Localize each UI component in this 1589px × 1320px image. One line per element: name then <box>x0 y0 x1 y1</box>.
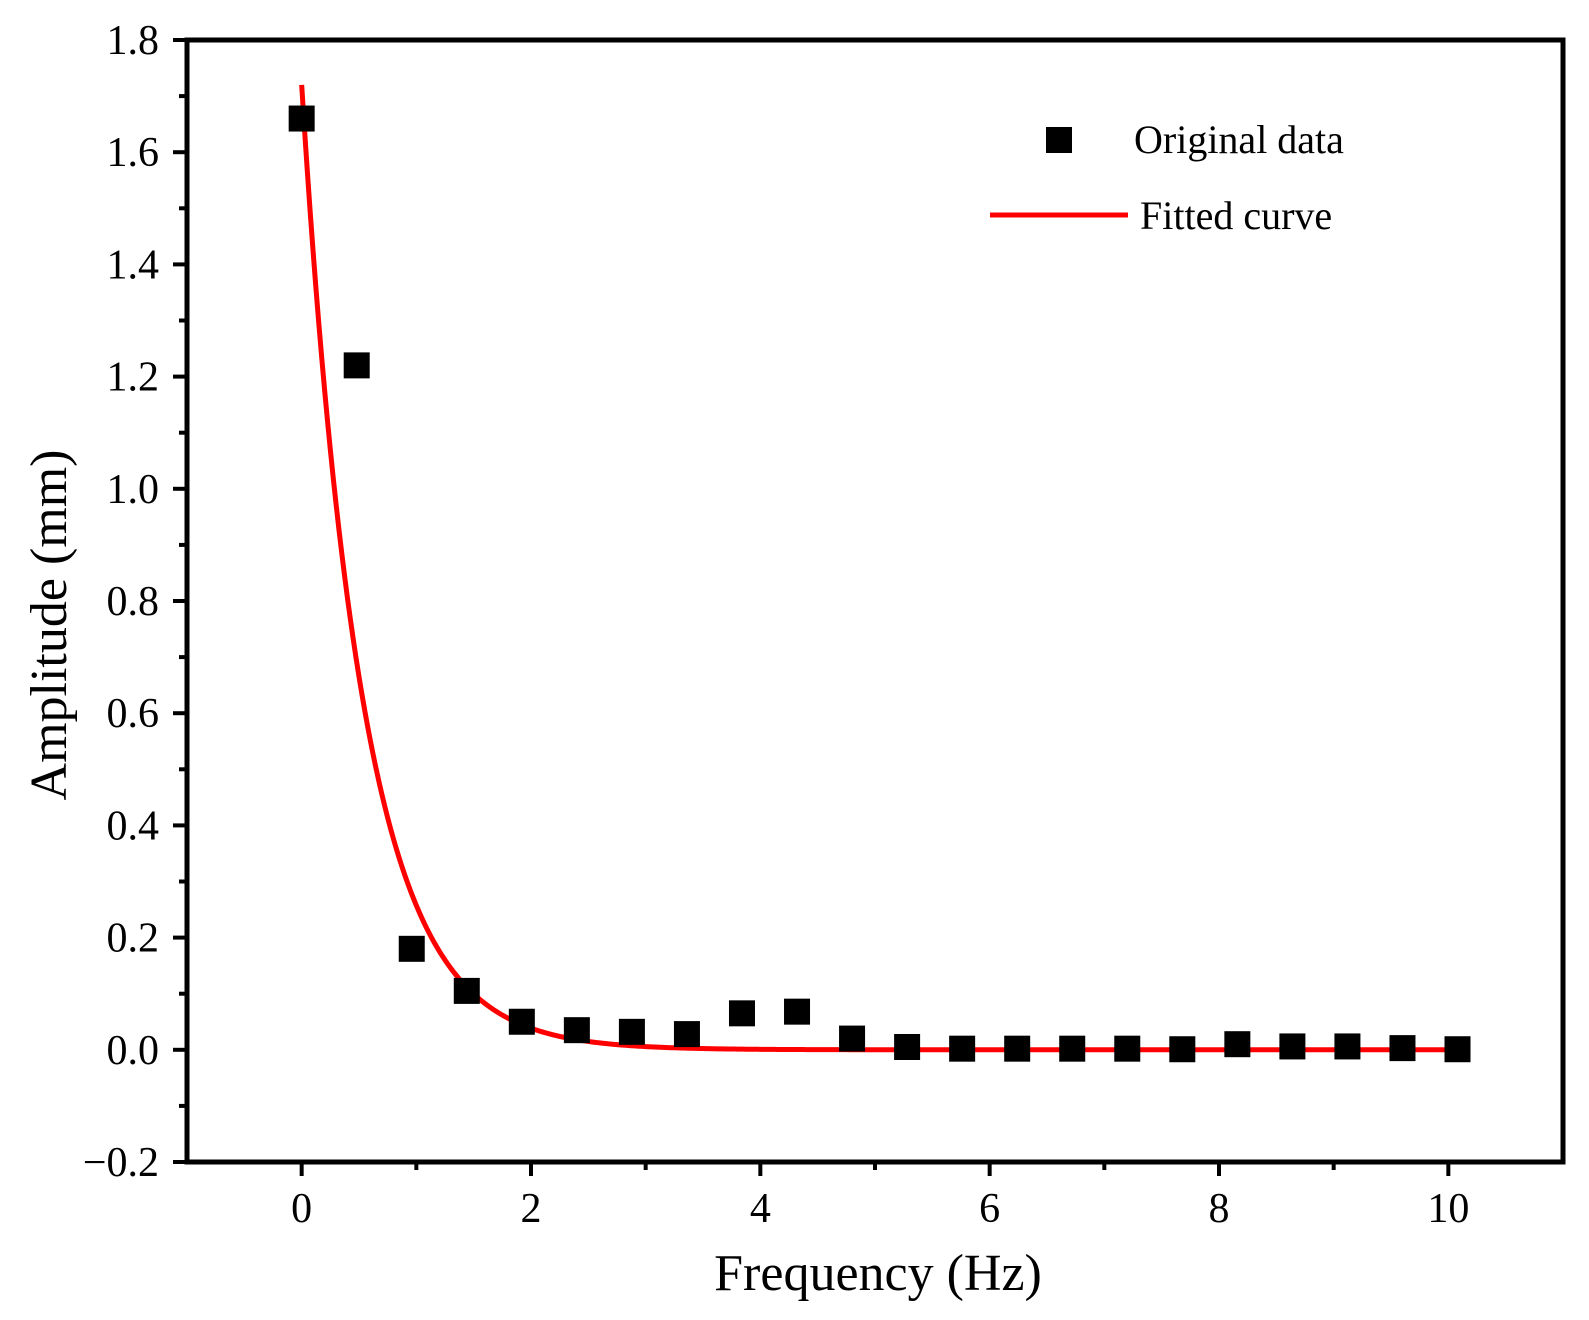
legend-marker-original-data <box>1046 127 1072 153</box>
data-point-marker <box>1114 1035 1141 1062</box>
data-point-marker <box>343 352 370 379</box>
y-tick-label: 0.2 <box>107 916 160 962</box>
y-tick-label: 1.2 <box>107 355 160 401</box>
data-point-marker <box>563 1017 590 1044</box>
data-point-marker <box>894 1033 921 1060</box>
y-tick-label: 0.6 <box>107 691 160 737</box>
data-points-group <box>288 105 1471 1063</box>
legend-label-fitted-curve: Fitted curve <box>1140 193 1332 238</box>
legend-label-original-data: Original data <box>1134 117 1344 162</box>
y-tick-label: 1.6 <box>107 130 160 176</box>
y-tick-label: 0.0 <box>107 1028 160 1074</box>
data-point-marker <box>453 977 480 1004</box>
data-point-marker <box>288 105 315 132</box>
y-tick-label: 1.4 <box>107 242 160 288</box>
y-tick-label: −0.2 <box>83 1140 159 1186</box>
data-point-marker <box>1334 1033 1361 1060</box>
y-tick-label: 0.8 <box>107 579 160 625</box>
data-point-marker <box>1279 1033 1306 1060</box>
data-point-marker <box>839 1025 866 1052</box>
x-axis-title: Frequency (Hz) <box>714 1245 1042 1302</box>
data-point-marker <box>673 1021 700 1048</box>
y-tick-label: 1.8 <box>107 18 160 64</box>
x-axis-ticks: 0 2 4 6 8 10 <box>291 1162 1469 1232</box>
x-tick-label: 6 <box>979 1186 1000 1232</box>
x-tick-label: 0 <box>291 1186 312 1232</box>
x-tick-label: 10 <box>1427 1186 1469 1232</box>
x-tick-label: 8 <box>1209 1186 1230 1232</box>
x-tick-label: 2 <box>521 1186 542 1232</box>
data-point-marker <box>1004 1035 1031 1062</box>
fitted-curve-group <box>299 84 1449 1053</box>
data-point-marker <box>508 1008 535 1035</box>
data-point-marker <box>1389 1035 1416 1062</box>
legend: Original data Fitted curve <box>990 117 1344 238</box>
data-point-marker <box>1169 1036 1196 1063</box>
x-tick-label: 4 <box>750 1186 771 1232</box>
data-point-marker <box>398 935 425 962</box>
data-point-marker <box>1059 1035 1086 1062</box>
data-point-marker <box>1224 1031 1251 1058</box>
y-axis-ticks: −0.2 0.0 0.2 0.4 0.6 0.8 1.0 1.2 1.4 1.6 1.8 <box>83 18 187 1186</box>
data-point-marker <box>728 1000 755 1027</box>
y-tick-label: 0.4 <box>107 803 160 849</box>
data-point-marker <box>1444 1036 1471 1063</box>
data-point-marker <box>784 998 811 1025</box>
y-tick-label: 1.0 <box>107 467 160 513</box>
y-axis-title: Amplitude (mm) <box>21 450 78 801</box>
data-point-marker <box>949 1035 976 1062</box>
fitted-curve-line <box>299 84 1449 1053</box>
data-point-marker <box>618 1018 645 1045</box>
